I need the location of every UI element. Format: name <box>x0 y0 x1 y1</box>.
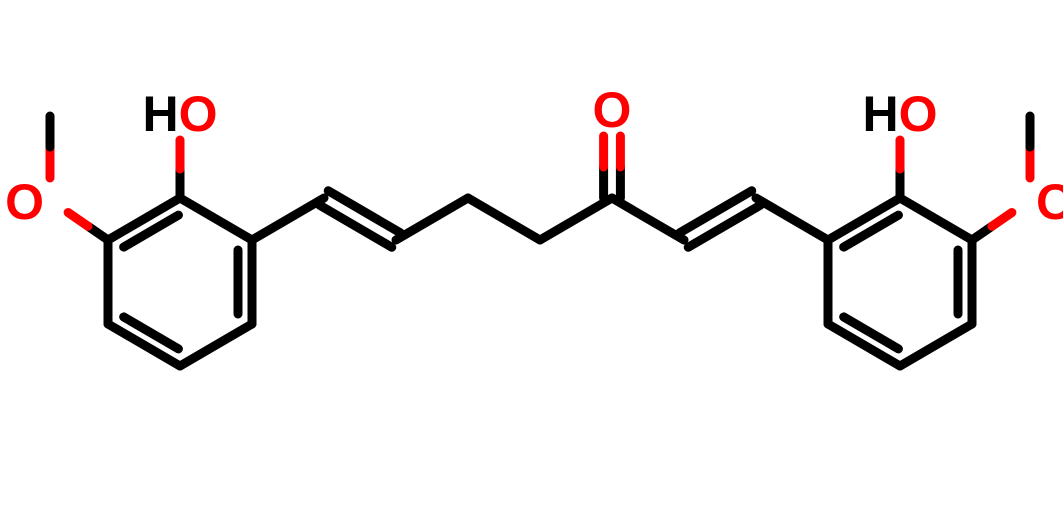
bond <box>992 212 1012 226</box>
bond <box>396 198 468 240</box>
bond <box>900 324 972 366</box>
bond <box>180 324 252 366</box>
bond <box>180 198 252 240</box>
bond <box>252 198 324 240</box>
bond <box>900 198 972 240</box>
molecule-canvas: O HO O HO O <box>0 0 1063 521</box>
bond <box>612 198 684 240</box>
bond <box>540 198 612 240</box>
bond <box>68 212 88 226</box>
atom-label: O <box>5 174 44 230</box>
atom-label: O <box>1036 174 1063 230</box>
hydroxyl-label-left: HO <box>142 86 217 142</box>
bond <box>468 198 540 240</box>
hydroxyl-label-right: HO <box>862 86 937 142</box>
bond <box>756 198 828 240</box>
atom-label: O <box>593 82 632 138</box>
